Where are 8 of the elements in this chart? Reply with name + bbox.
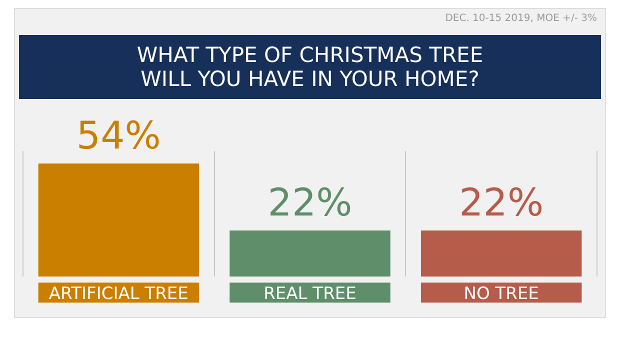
data-label: 54%: [76, 113, 161, 158]
chart-title: WHAT TYPE OF CHRISTMAS TREE WILL YOU HAVE IN YOUR HOME?: [19, 35, 601, 99]
x-tick-label: ARTIFICIAL TREE: [48, 284, 188, 304]
data-label: 22%: [268, 180, 352, 224]
data-label: 22%: [459, 180, 544, 224]
text: DEC. 10-15 2019, MOE +/- 3%: [445, 13, 597, 26]
x-tick-label: REAL TREE: [264, 284, 356, 304]
x-tick-label: NO TREE: [464, 284, 539, 304]
